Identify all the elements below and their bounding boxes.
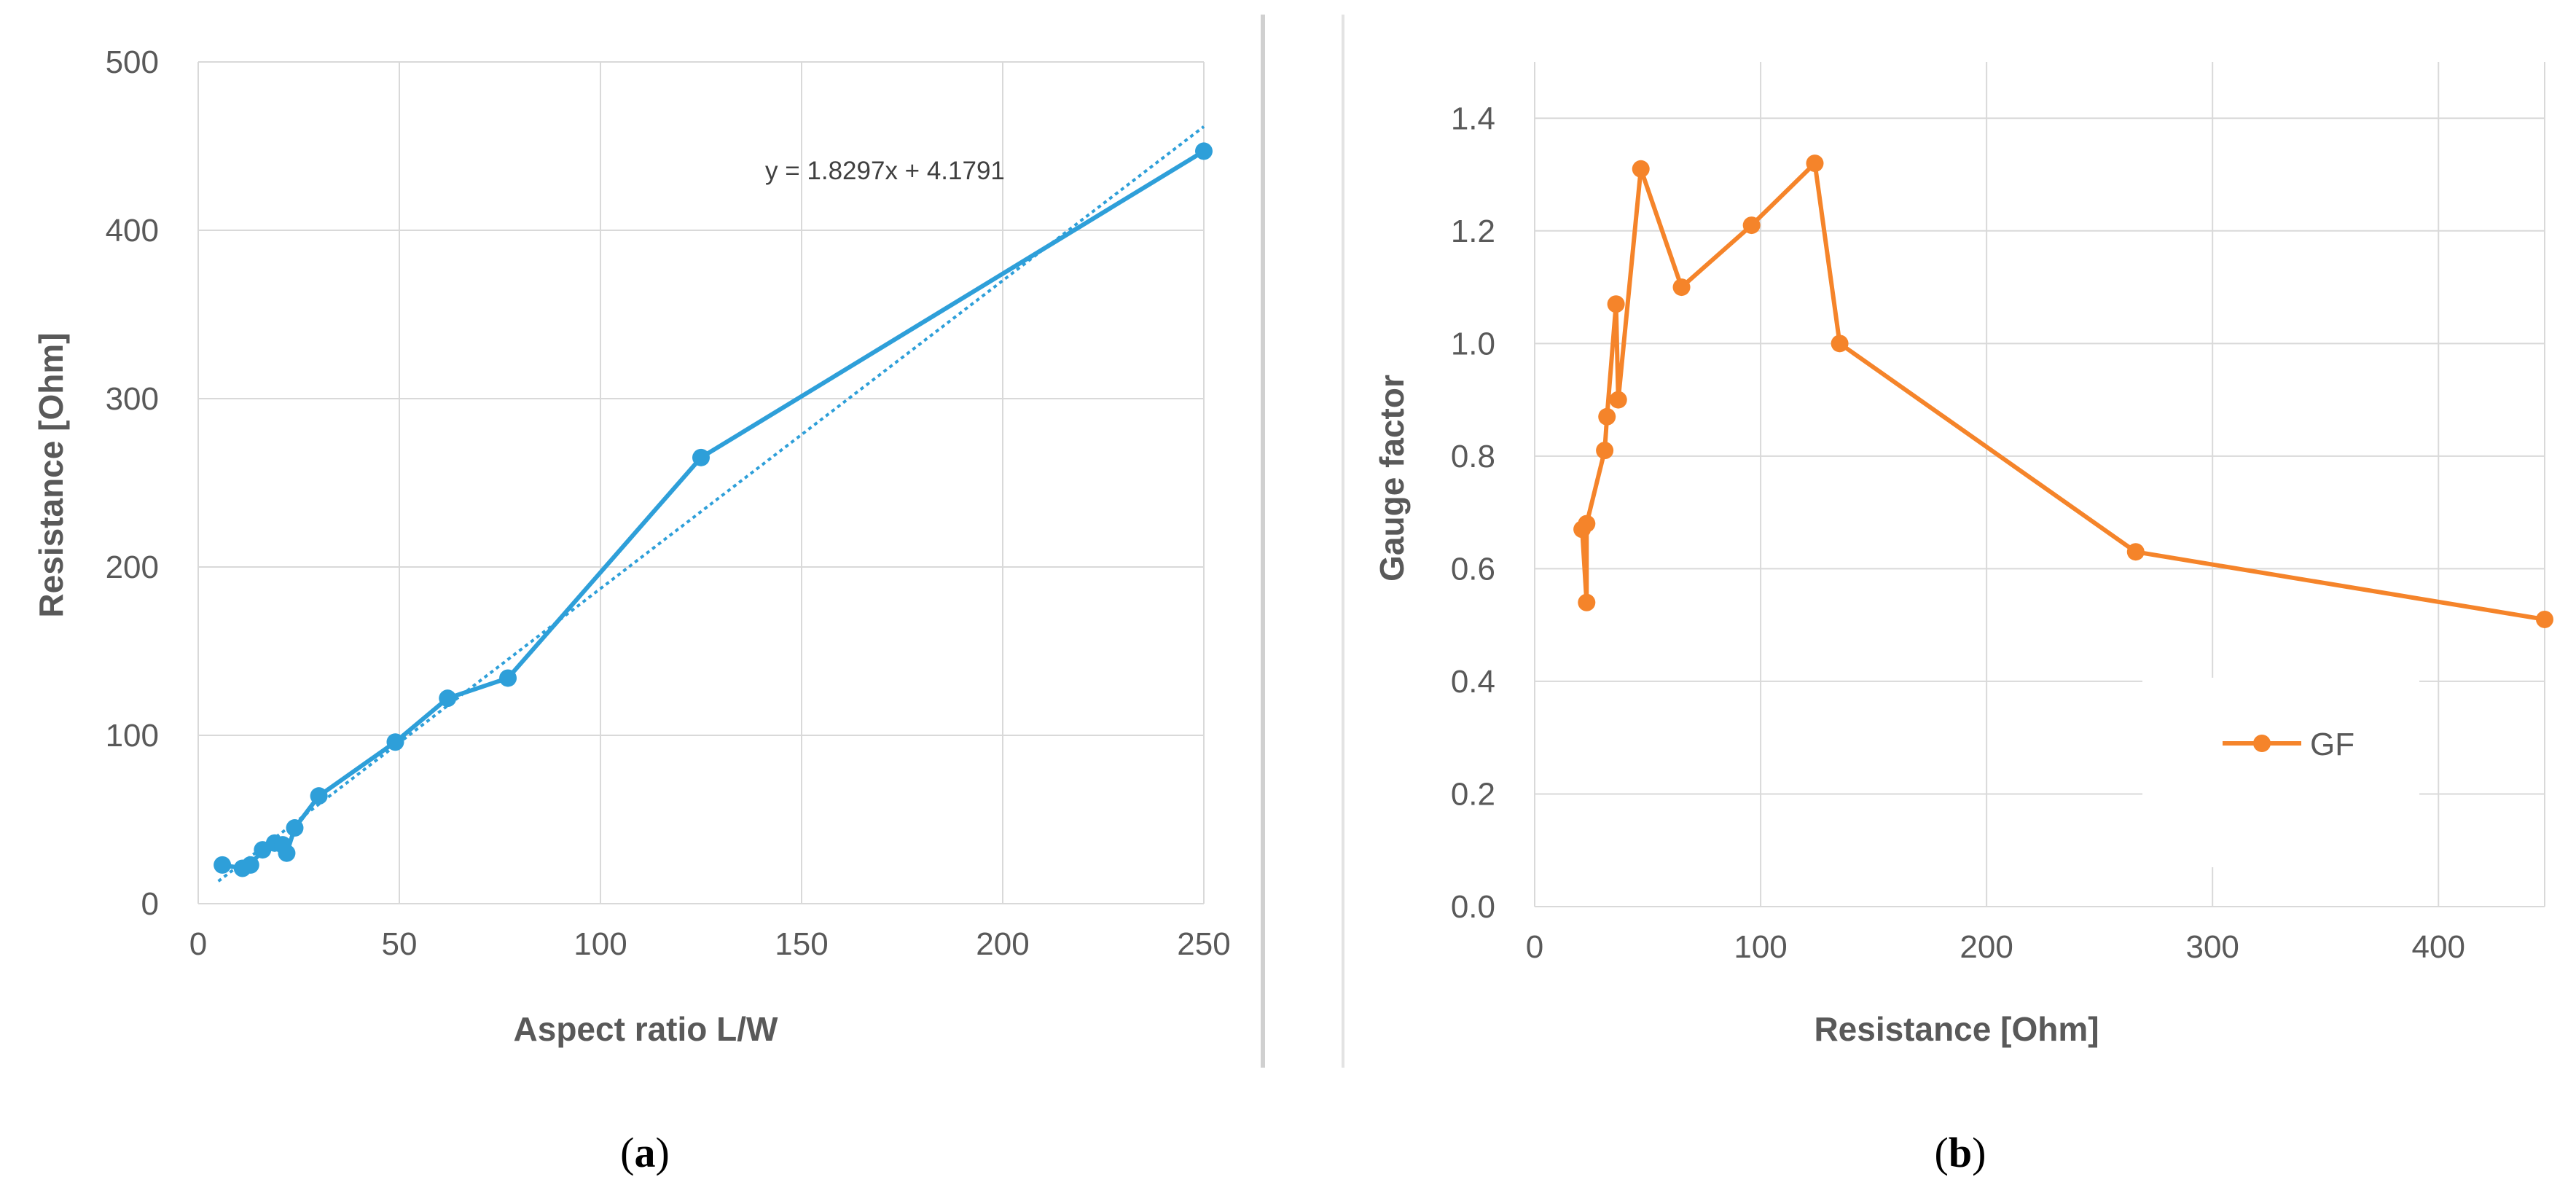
y-tick-label: 200 xyxy=(106,549,159,585)
data-point xyxy=(1598,407,1616,426)
y-tick-label: 0.0 xyxy=(1451,889,1495,925)
x-tick-label: 50 xyxy=(382,926,418,962)
chart-aspect-ratio-vs-resistance: 0 50 100 150 200 250 0 100 200 300 400 500 y = 1.8… xyxy=(32,44,1231,1176)
y-tick-label: 100 xyxy=(106,718,159,754)
data-point xyxy=(278,844,296,862)
data-point xyxy=(2536,610,2553,628)
data-point xyxy=(241,856,259,874)
data-series xyxy=(214,142,1213,877)
x-tick-label: 200 xyxy=(976,926,1029,962)
data-point xyxy=(1632,160,1650,178)
y-tick-label: 1.4 xyxy=(1451,101,1495,136)
data-point xyxy=(386,733,404,751)
legend-label-gf: GF xyxy=(2310,727,2354,762)
x-tick-label: 0 xyxy=(189,926,207,962)
data-point xyxy=(1596,442,1614,460)
chart-resistance-vs-gauge-factor: 0 100 200 300 400 0.0 0.2 0.4 0.6 0.8 1.0 1.2 1.4 R… xyxy=(1373,62,2553,1176)
data-point xyxy=(1578,593,1596,611)
x-tick-label: 400 xyxy=(2412,929,2465,965)
y-tick-label: 0.6 xyxy=(1451,551,1495,587)
y-tick-label: 500 xyxy=(106,44,159,80)
y-tick-label: 1.2 xyxy=(1451,214,1495,249)
trendline-path xyxy=(217,125,1205,883)
data-point xyxy=(1831,335,1849,353)
data-point xyxy=(1578,515,1596,533)
data-point xyxy=(310,787,328,805)
panel-caption-a: (a) xyxy=(620,1129,670,1176)
panel-caption-b: (b) xyxy=(1935,1129,1986,1176)
x-tick-label: 200 xyxy=(1960,929,2013,965)
y-tick-label: 0.2 xyxy=(1451,776,1495,812)
y-axis-title: Gauge factor xyxy=(1373,375,1411,582)
y-tick-label: 300 xyxy=(106,381,159,417)
y-tick-label: 0 xyxy=(141,886,159,922)
data-point xyxy=(286,819,304,837)
y-tick-labels: 0 100 200 300 400 500 xyxy=(106,44,159,922)
grid-lines xyxy=(197,61,1205,904)
data-point xyxy=(1672,278,1691,297)
legend-box xyxy=(2142,678,2419,867)
data-point xyxy=(692,448,710,466)
trendline-equation: y = 1.8297x + 4.1791 xyxy=(765,157,1005,185)
data-point xyxy=(2126,543,2145,561)
data-point xyxy=(499,669,517,687)
x-axis-title: Resistance [Ohm] xyxy=(1814,1010,2099,1048)
x-tick-label: 250 xyxy=(1177,926,1230,962)
y-tick-label: 400 xyxy=(106,213,159,249)
data-point xyxy=(1742,216,1761,235)
series-line xyxy=(1580,161,2545,622)
x-tick-label: 100 xyxy=(573,926,627,962)
data-point xyxy=(1609,391,1627,409)
x-tick-labels: 0 100 200 300 400 xyxy=(1526,929,2465,965)
y-tick-label: 1.0 xyxy=(1451,326,1495,361)
data-point xyxy=(1607,295,1625,313)
x-axis-title: Aspect ratio L/W xyxy=(514,1010,779,1048)
legend-marker xyxy=(2253,735,2271,752)
trendline xyxy=(217,125,1205,883)
y-axis-title: Resistance [Ohm] xyxy=(32,332,70,617)
legend: GF xyxy=(2142,678,2419,867)
x-tick-label: 150 xyxy=(775,926,828,962)
y-tick-label: 0.8 xyxy=(1451,439,1495,474)
y-tick-label: 0.4 xyxy=(1451,664,1495,700)
y-tick-labels: 0.0 0.2 0.4 0.6 0.8 1.0 1.2 1.4 xyxy=(1451,101,1495,925)
data-point xyxy=(214,856,232,874)
x-tick-labels: 0 50 100 150 200 250 xyxy=(189,926,1231,962)
data-point xyxy=(1195,142,1213,160)
data-point xyxy=(1806,154,1824,173)
x-tick-label: 300 xyxy=(2185,929,2239,965)
data-point xyxy=(439,689,457,708)
data-series xyxy=(1573,154,2553,628)
x-tick-label: 100 xyxy=(1734,929,1787,965)
x-tick-label: 0 xyxy=(1526,929,1543,965)
